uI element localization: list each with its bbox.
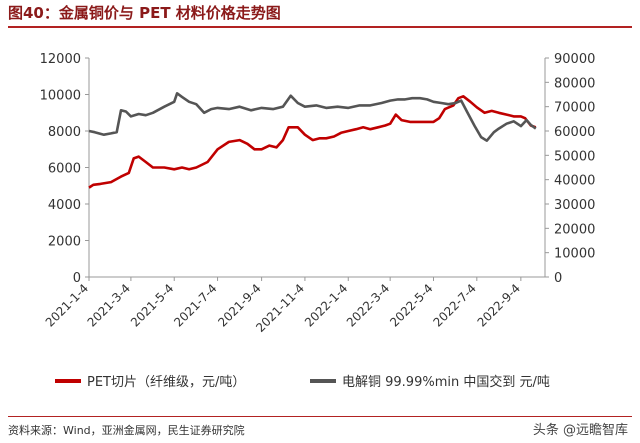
x-tick-label: 2022-5-4: [387, 281, 435, 329]
left-tick-label: 12000: [40, 52, 81, 67]
source-note: 资料来源：Wind，亚洲金属网，民生证券研究院: [8, 424, 245, 437]
x-tick-label: 2021-7-4: [171, 281, 219, 329]
left-tick-label: 4000: [48, 198, 81, 213]
chart-title: 图40：金属铜价与 PET 材料价格走势图: [8, 4, 281, 22]
x-tick-label: 2021-1-4: [43, 281, 91, 329]
right-tick-label: 20000: [554, 222, 595, 237]
legend-label: 电解铜 99.99%min 中国交到 元/吨: [342, 374, 550, 390]
right-tick-label: 40000: [554, 174, 595, 189]
right-tick-label: 70000: [554, 101, 595, 116]
right-tick-label: 90000: [554, 52, 595, 67]
chart-axes: 0 2000 4000 6000 8000 10000 12000 0 10000 20000 30…: [40, 52, 596, 335]
chart-legend: PET切片（纤维级，元/吨） 电解铜 99.99%min 中国交到 元/吨: [55, 374, 550, 390]
x-tick-label: 2021-3-4: [85, 281, 133, 329]
line-chart: 0 2000 4000 6000 8000 10000 12000 0 10000 20000 30…: [40, 52, 596, 390]
source-divider: [8, 416, 632, 417]
x-tick-label: 2021-5-4: [128, 281, 176, 329]
series-line-pet: [88, 95, 537, 189]
x-tick-label: 2022-7-4: [431, 281, 479, 329]
legend-label: PET切片（纤维级，元/吨）: [87, 375, 245, 390]
left-tick-label: 8000: [48, 125, 81, 140]
watermark-text: 头条 @远瞻智库: [532, 423, 628, 438]
title-divider: [8, 26, 632, 28]
right-tick-label: 80000: [554, 76, 595, 91]
right-tick-label: 0: [554, 271, 562, 286]
left-tick-label: 0: [73, 271, 81, 286]
x-tick-label: 2022-1-4: [302, 281, 350, 329]
right-tick-label: 30000: [554, 198, 595, 213]
x-tick-label: 2022-3-4: [344, 281, 392, 329]
right-tick-label: 10000: [554, 247, 595, 262]
chart-series: [88, 92, 537, 189]
series-line-copper: [88, 92, 537, 142]
left-tick-label: 2000: [48, 235, 81, 250]
right-tick-label: 50000: [554, 149, 595, 164]
x-tick-label: 2022-9-4: [475, 281, 523, 329]
left-tick-label: 10000: [40, 89, 81, 104]
left-tick-label: 6000: [48, 162, 81, 177]
right-tick-label: 60000: [554, 125, 595, 140]
